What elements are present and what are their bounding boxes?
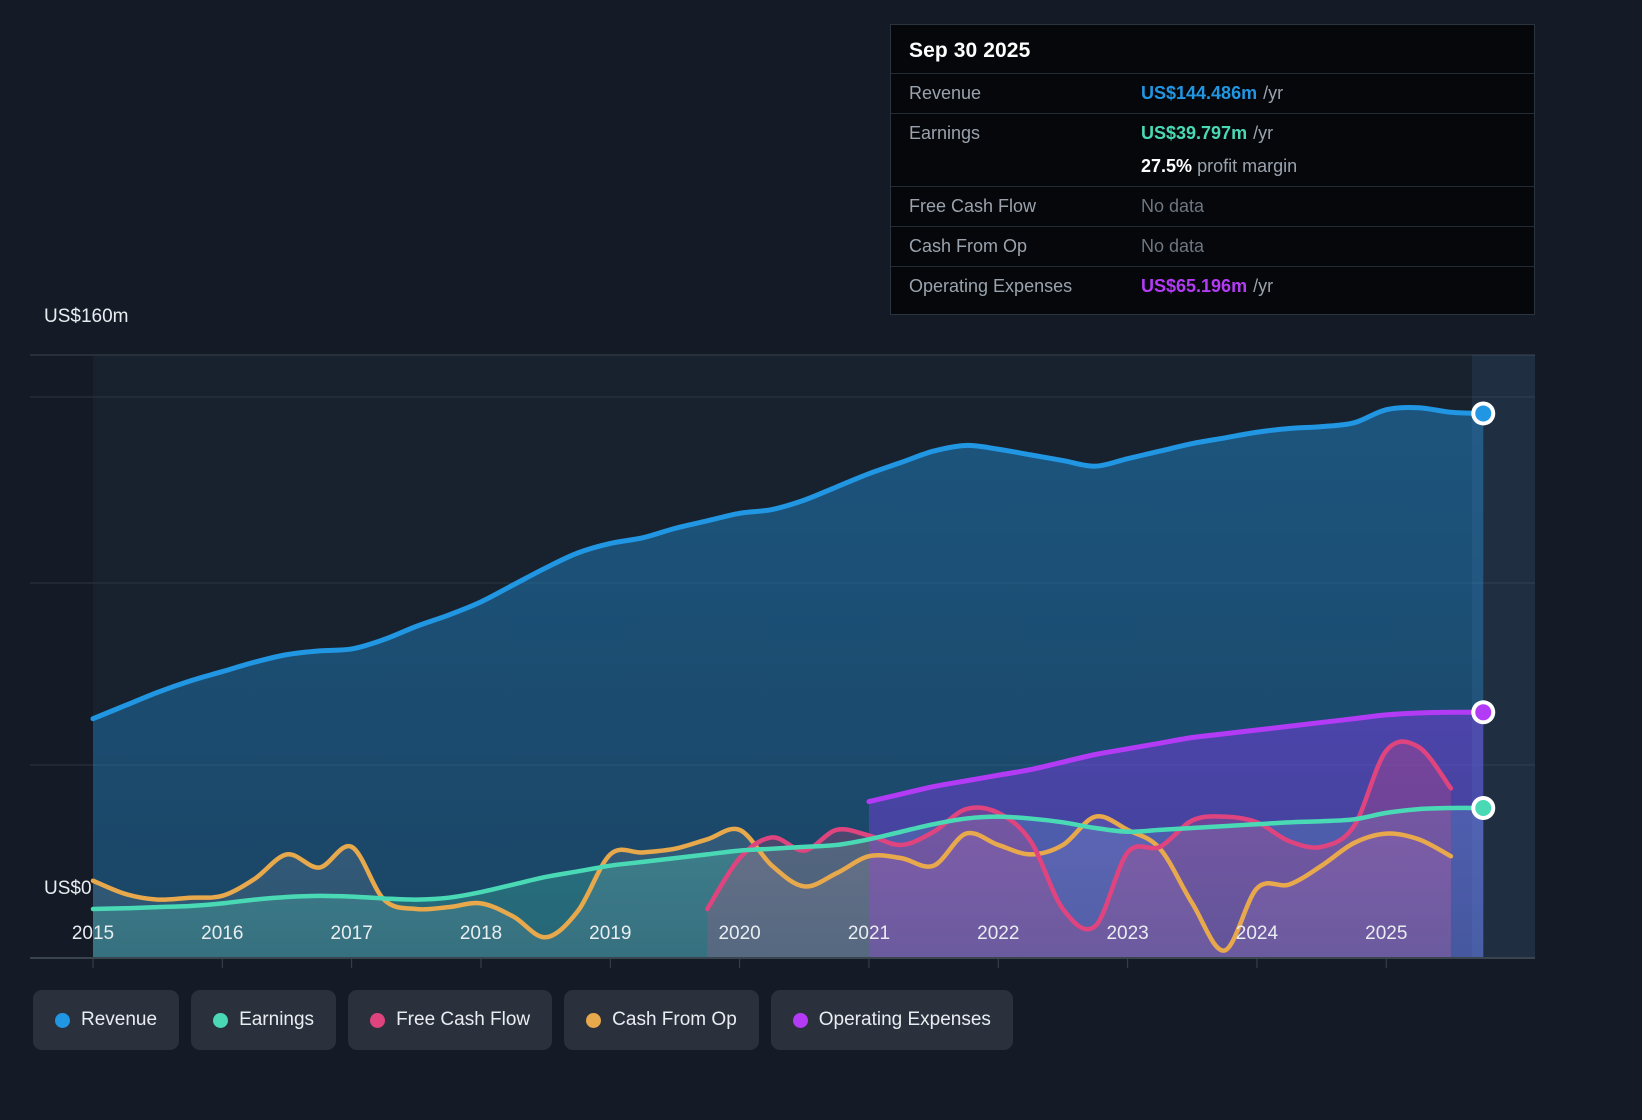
legend-label: Earnings bbox=[239, 1009, 315, 1030]
legend-dot-icon bbox=[586, 1012, 602, 1028]
line-cash-from-op bbox=[90, 814, 1454, 953]
x-axis-label-2019: 2019 bbox=[589, 923, 632, 944]
legend-dot-icon bbox=[370, 1012, 386, 1028]
plot-area bbox=[30, 354, 1535, 968]
tooltip-row-free-cash-flow: Free Cash Flow No data bbox=[891, 186, 1534, 226]
tooltip-value-operating-expenses: US$65.196m bbox=[1141, 276, 1248, 296]
legend-item-revenue[interactable]: Revenue bbox=[33, 990, 180, 1050]
y-axis-zero-label: US$0 bbox=[44, 878, 92, 899]
endpoint-marker-operating-expenses[interactable] bbox=[1475, 704, 1492, 721]
tooltip-value-profit-margin: 27.5% bbox=[1141, 156, 1193, 176]
tooltip-value-earnings: US$39.797m bbox=[1141, 123, 1248, 143]
x-axis-label-2024: 2024 bbox=[1235, 923, 1279, 944]
x-axis-label-2022: 2022 bbox=[977, 923, 1020, 944]
tooltip-value-free-cash-flow: No data bbox=[1141, 196, 1205, 216]
x-axis-label-2018: 2018 bbox=[459, 923, 503, 944]
legend-dot-icon bbox=[213, 1012, 229, 1028]
legend-item-operating-expenses[interactable]: Operating Expenses bbox=[770, 990, 1013, 1050]
legend-dot-icon bbox=[55, 1012, 70, 1028]
tooltip-label-cash-from-op: Cash From Op bbox=[909, 236, 1028, 256]
tooltip-row-revenue: Revenue US$144.486m/yr bbox=[891, 73, 1534, 113]
tooltip-row-earnings: Earnings US$39.797m/yr bbox=[891, 113, 1534, 153]
endpoint-marker-revenue[interactable] bbox=[1475, 405, 1492, 422]
y-axis-top-label: US$160m bbox=[44, 306, 129, 327]
x-axis-label-2016: 2016 bbox=[201, 923, 244, 944]
tooltip-row-profit-margin: 27.5% profit margin bbox=[891, 153, 1534, 186]
tooltip-row-operating-expenses: Operating Expenses US$65.196m/yr bbox=[891, 266, 1534, 306]
tooltip-date: Sep 30 2025 bbox=[909, 39, 1031, 62]
latest-period-band bbox=[1472, 355, 1535, 958]
legend-label: Free Cash Flow bbox=[396, 1009, 531, 1030]
x-axis-label-2015: 2015 bbox=[71, 923, 115, 944]
x-axis-label-2023: 2023 bbox=[1106, 923, 1149, 944]
tooltip-value-cash-from-op: No data bbox=[1141, 236, 1205, 256]
x-axis-label-2017: 2017 bbox=[330, 923, 373, 944]
tooltip-label-revenue: Revenue bbox=[909, 83, 982, 103]
x-axis-label-2025: 2025 bbox=[1365, 923, 1408, 944]
tooltip-row-cash-from-op: Cash From Op No data bbox=[891, 226, 1534, 266]
endpoint-marker-earnings[interactable] bbox=[1475, 800, 1492, 817]
tooltip-suffix-revenue: /yr bbox=[1263, 83, 1284, 103]
tooltip-suffix-operating-expenses: /yr bbox=[1253, 276, 1274, 296]
line-revenue bbox=[90, 405, 1486, 722]
legend-item-earnings[interactable]: Earnings bbox=[191, 990, 337, 1050]
x-axis-label-2020: 2020 bbox=[718, 923, 761, 944]
tooltip-suffix-profit-margin: profit margin bbox=[1197, 156, 1298, 176]
tooltip-suffix-earnings: /yr bbox=[1253, 123, 1274, 143]
area-free-cash-flow bbox=[707, 741, 1451, 958]
data-tooltip: Sep 30 2025 Revenue US$144.486m/yr Earni… bbox=[890, 24, 1535, 315]
legend-item-free-cash-flow[interactable]: Free Cash Flow bbox=[348, 990, 553, 1050]
line-free-cash-flow bbox=[705, 739, 1454, 932]
line-earnings bbox=[90, 805, 1486, 912]
line-operating-expenses bbox=[866, 709, 1486, 805]
x-axis-label-2021: 2021 bbox=[847, 923, 891, 944]
tooltip-label-operating-expenses: Operating Expenses bbox=[909, 276, 1073, 296]
chart-legend: Revenue Earnings Free Cash Flow Cash From O… bbox=[33, 990, 1013, 1050]
tooltip-label-free-cash-flow: Free Cash Flow bbox=[909, 196, 1037, 216]
legend-label: Revenue bbox=[81, 1009, 158, 1030]
tooltip-value-revenue: US$144.486m bbox=[1141, 83, 1258, 103]
legend-label: Operating Expenses bbox=[818, 1009, 991, 1030]
legend-dot-icon bbox=[792, 1012, 808, 1028]
legend-item-cash-from-op[interactable]: Cash From Op bbox=[564, 990, 759, 1050]
tooltip-label-earnings: Earnings bbox=[909, 123, 981, 143]
legend-label: Cash From Op bbox=[612, 1009, 737, 1030]
